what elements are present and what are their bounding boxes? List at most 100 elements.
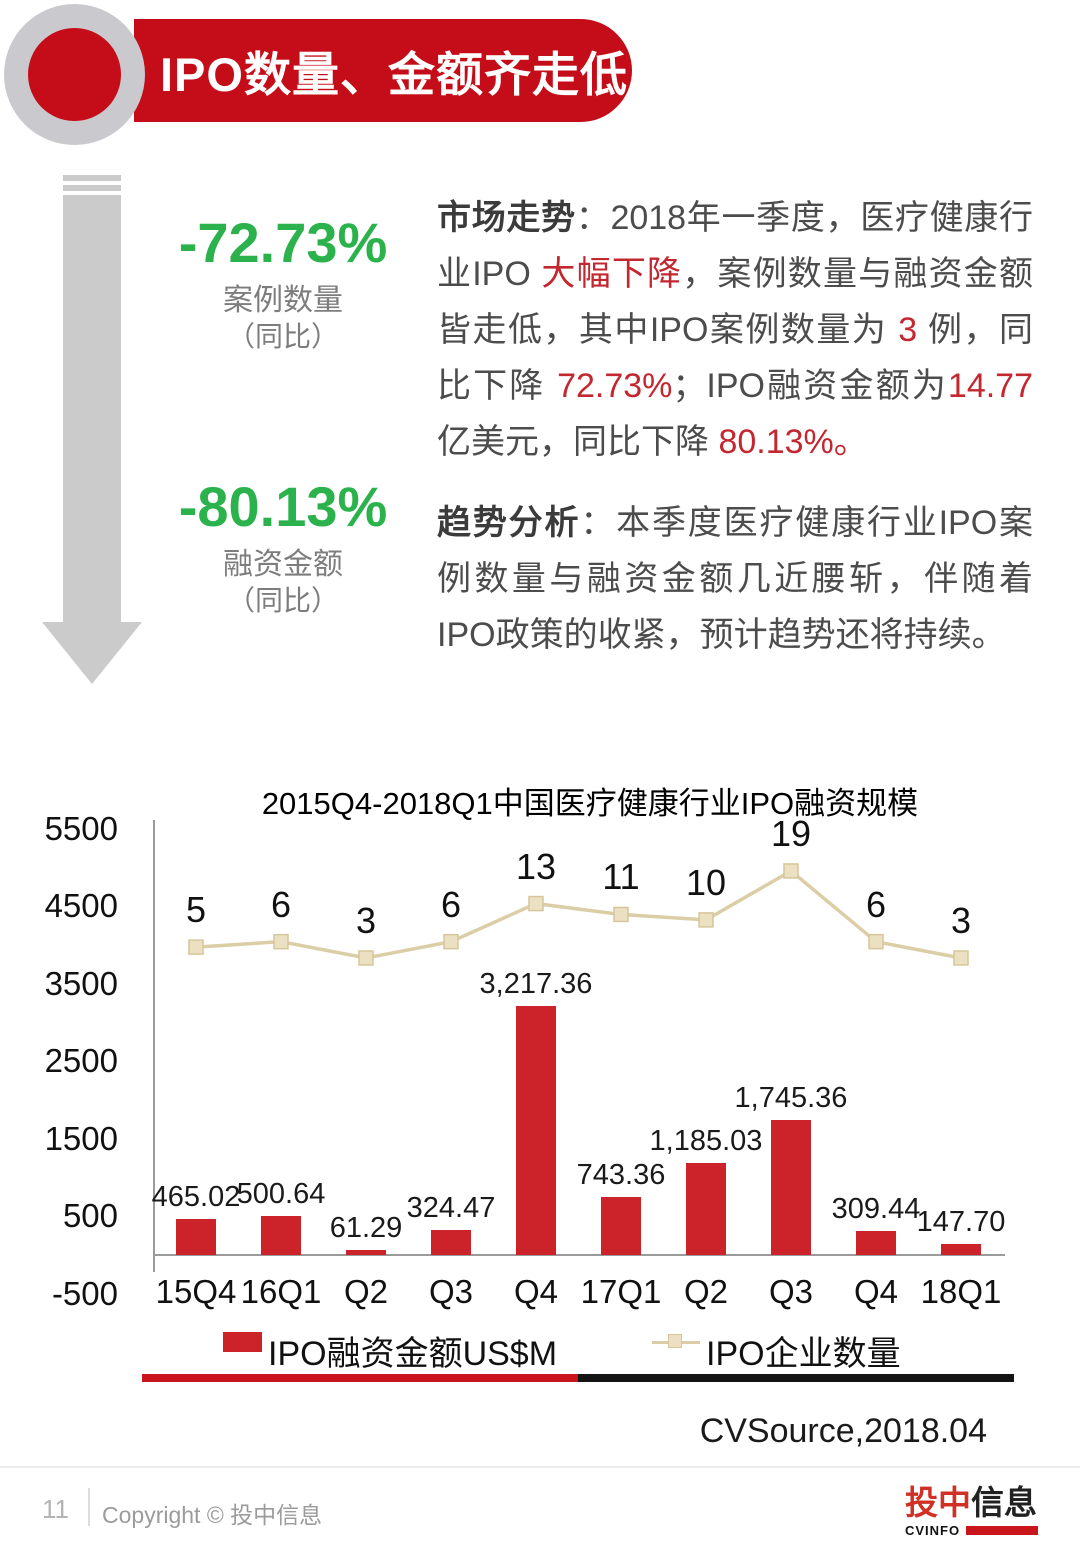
line-value-label: 5 (185, 889, 207, 931)
x-axis-tick-label: Q4 (853, 1273, 899, 1310)
y-axis-tick-label: 4500 (44, 887, 118, 925)
bar (431, 1229, 471, 1255)
bar-value-label: 309.44 (831, 1193, 921, 1226)
paragraph-segment: ；IPO融资金额为 (672, 367, 948, 405)
divider-red-segment (142, 1374, 578, 1382)
y-axis-line (153, 820, 155, 1272)
down-arrow-shaft (63, 195, 121, 622)
header-bullet-ring (4, 4, 145, 145)
bar-value-label: 147.70 (916, 1205, 1006, 1238)
x-axis-tick-label: Q3 (428, 1273, 474, 1310)
stat-value: -72.73% (178, 211, 388, 274)
bar-value-label: 3,217.36 (479, 967, 593, 1000)
y-axis-tick-label: 500 (62, 1197, 118, 1235)
stat-sublabel: （同比） (226, 585, 339, 616)
line-value-label: 3 (355, 899, 377, 941)
stat-funding-amount: -80.13% 融资金额 （同比） (158, 476, 408, 618)
line-value-label: 6 (440, 883, 462, 925)
logo-text-dark: 信息 (971, 1484, 1037, 1521)
footer-separator (88, 1488, 90, 1526)
header-banner: IPO数量、金额齐走低 (134, 19, 632, 122)
bar (941, 1243, 981, 1255)
copyright-text: Copyright © 投中信息 (102, 1502, 323, 1528)
line-value-label: 3 (950, 899, 972, 941)
bar-value-label: 1,185.03 (649, 1125, 763, 1158)
logo-text: 投中信息 (905, 1485, 1038, 1521)
paragraph-segment: 72.73% (557, 367, 673, 405)
bar (346, 1250, 386, 1255)
paragraph-trend-analysis: 趋势分析：本季度医疗健康行业IPO案例数量与融资金额几近腰斩，伴随着IPO政策的… (437, 495, 1033, 663)
y-axis-tick-label: 3500 (44, 964, 118, 1002)
legend-line-label: IPO企业数量 (706, 1335, 901, 1373)
line-path (195, 868, 962, 960)
x-axis-line (153, 1254, 1005, 1256)
line-value-label: 10 (685, 861, 727, 903)
bar (686, 1163, 726, 1255)
line-value-label: 6 (270, 883, 292, 925)
y-axis-tick-label: -500 (51, 1274, 118, 1312)
x-axis-tick-label: 17Q1 (580, 1273, 662, 1310)
line-value-label: 6 (865, 883, 887, 925)
logo-cvinfo-text: CVINFO (905, 1523, 961, 1538)
footer-divider (0, 1466, 1080, 1468)
paragraph-segment: 例，同比下降 (437, 311, 1033, 405)
paragraph-segment: ：本季度医疗健康行业IPO案例数量与融资金额几近腰斩，伴随着IPO政策的收紧，预… (437, 504, 1033, 654)
x-axis-tick-label: Q4 (513, 1273, 559, 1310)
header-bullet-dot (28, 28, 121, 121)
chart-source: CVSource,2018.04 (699, 1412, 987, 1450)
paragraph-segment: 80.13%。 (718, 423, 868, 461)
legend-line-marker (668, 1334, 682, 1348)
paragraph-segment: ，案例数量与融资金额皆走低，其中IPO案例数量为 (437, 255, 1033, 349)
line-marker (953, 950, 969, 966)
page-title: IPO数量、金额齐走低 (160, 48, 628, 101)
logo-text-red: 投中 (905, 1484, 971, 1521)
stat-case-count: -72.73% 案例数量 （同比） (158, 212, 408, 354)
chart-title: 2015Q4-2018Q1中国医疗健康行业IPO融资规模 (261, 786, 919, 821)
stat-label: 融资金额 (223, 548, 343, 581)
bar (261, 1216, 301, 1255)
bar-value-label: 61.29 (329, 1212, 403, 1245)
line-marker (273, 933, 289, 950)
bar-value-label: 1,745.36 (734, 1081, 848, 1114)
bar (856, 1231, 896, 1255)
line-marker (443, 933, 459, 950)
x-axis-tick-label: 16Q1 (240, 1273, 322, 1310)
company-logo: 投中信息 CVINFO (905, 1485, 1038, 1538)
y-axis-tick-label: 5500 (44, 809, 118, 847)
paragraph-segment: 亿美元，同比下降 (437, 423, 719, 461)
bar-value-label: 743.36 (576, 1159, 666, 1192)
legend-line-swatch (652, 1341, 700, 1344)
page-number: 11 (42, 1494, 69, 1524)
paragraph-segment: ：2018年一季度，医疗健康行业IPO (437, 199, 1033, 293)
paragraph-segment: 14.77 (947, 367, 1033, 405)
line-value-label: 19 (770, 812, 812, 854)
line-marker (868, 933, 884, 950)
divider-black-segment (578, 1374, 1014, 1382)
line-marker (358, 950, 374, 966)
down-arrow-dash-2 (63, 185, 121, 191)
x-axis-tick-label: 18Q1 (920, 1273, 1002, 1310)
stat-value: -80.13% (178, 475, 388, 538)
line-value-label: 13 (515, 845, 557, 887)
y-axis-tick-label: 2500 (44, 1042, 118, 1080)
logo-red-bar (966, 1526, 1038, 1535)
bar-value-label: 500.64 (236, 1178, 326, 1211)
line-marker (528, 895, 544, 912)
paragraph-segment: 3 (898, 311, 918, 349)
down-arrow-dash-1 (63, 175, 121, 181)
bar (601, 1197, 641, 1255)
bar-value-label: 465.02 (151, 1180, 241, 1213)
x-axis-tick-label: Q3 (768, 1273, 814, 1310)
logo-subrow: CVINFO (905, 1523, 1038, 1538)
y-axis-tick-label: 1500 (44, 1119, 118, 1157)
bar-value-label: 324.47 (406, 1191, 496, 1224)
line-marker (783, 863, 799, 879)
paragraph-heading: 市场走势 (437, 199, 576, 237)
down-arrow-head (42, 622, 142, 684)
line-marker (188, 939, 204, 955)
line-series (188, 863, 969, 966)
legend-bar-label: IPO融资金额US$M (268, 1335, 558, 1373)
line-value-label: 11 (602, 856, 640, 898)
bar (771, 1119, 811, 1255)
